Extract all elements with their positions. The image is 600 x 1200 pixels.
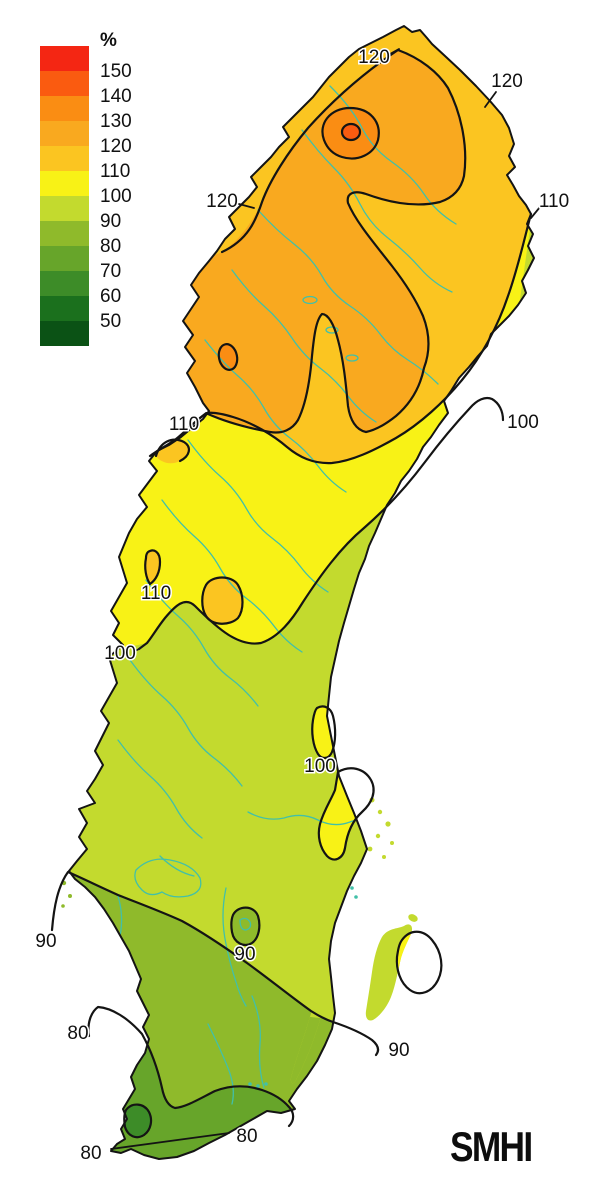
legend-value: 80	[100, 236, 122, 257]
legend-value: 70	[100, 261, 122, 282]
river	[207, 1023, 234, 1105]
legend-value: 140	[100, 86, 132, 107]
legend-swatch	[40, 121, 89, 146]
coastal-dots	[248, 886, 358, 1088]
contour-120-east	[206, 48, 467, 434]
legend-swatch	[40, 271, 89, 296]
spot-110-round	[202, 577, 243, 624]
lake-north	[325, 326, 339, 334]
legend-value: 110	[100, 161, 131, 182]
river	[117, 739, 203, 839]
tick	[530, 206, 541, 219]
contour-label-110: 110	[539, 191, 569, 212]
river	[231, 269, 377, 423]
contour-label-80: 80	[80, 1143, 101, 1164]
contour-label-100: 100	[104, 643, 136, 664]
contour-label-100: 100	[304, 756, 336, 777]
lake-north	[302, 295, 318, 305]
contour-label-110: 110	[141, 583, 171, 604]
contour-lines	[50, 48, 541, 1150]
contour-100-gotland	[395, 930, 443, 995]
contour-130-spot	[217, 343, 239, 371]
legend-swatch	[40, 246, 89, 271]
map-labels: 120 120 110 120 110 110 100 100 100 90 90 90 80 80 80	[34, 46, 571, 1166]
legend-swatch	[40, 71, 89, 96]
leader-80	[110, 1132, 230, 1150]
contour-90	[50, 870, 380, 1057]
contour-label-80: 80	[236, 1126, 257, 1147]
label-ticks	[110, 48, 541, 1150]
contour-label-120: 120	[358, 47, 390, 68]
river	[161, 499, 303, 653]
contour-label-120: 120	[206, 191, 238, 212]
legend-swatch	[40, 221, 89, 246]
legend-swatch	[40, 196, 89, 221]
tick	[389, 48, 400, 55]
river	[204, 339, 347, 493]
river	[251, 995, 265, 1089]
contour-label-90: 90	[35, 931, 56, 952]
band-120-130	[161, 50, 466, 433]
river	[145, 579, 259, 707]
lake-vattern	[222, 887, 247, 1007]
river	[301, 129, 453, 293]
contour-label-110: 110	[169, 414, 199, 435]
lake-vanern	[134, 858, 202, 898]
legend-value: 130	[100, 111, 132, 132]
legend-value: 120	[100, 136, 132, 157]
contour-100-spot-a	[311, 705, 337, 759]
island-faro	[408, 914, 418, 922]
river	[129, 659, 243, 787]
contour-label-90: 90	[234, 944, 255, 965]
contour-label-80: 80	[67, 1023, 88, 1044]
lake-small	[239, 917, 252, 931]
legend-swatch	[40, 96, 89, 121]
tick	[238, 203, 255, 209]
legend-swatch	[40, 146, 89, 171]
legend-unit: %	[100, 30, 117, 51]
legend-value: 90	[100, 211, 122, 232]
contour-110-wedge	[144, 549, 162, 586]
tick	[195, 412, 207, 422]
contour-label-100: 100	[507, 412, 539, 433]
spot-130-border	[218, 344, 238, 370]
smhi-logo: SMHI	[450, 1123, 533, 1170]
legend-value: 150	[100, 61, 132, 82]
legend: % 150 140 130 120 110 100 90 80 70 60 50	[40, 30, 170, 360]
tick	[484, 91, 497, 108]
contour-label-120: 120	[491, 71, 523, 92]
legend-swatch	[40, 46, 89, 71]
lake-north	[345, 354, 359, 362]
tick	[132, 648, 140, 653]
contour-90-spot	[230, 906, 261, 947]
legend-value: 100	[100, 186, 132, 207]
contour-100-spot-b	[317, 767, 375, 861]
river	[257, 209, 439, 385]
river	[117, 895, 123, 937]
contour-130-ring	[321, 106, 380, 160]
spot-60-sw	[124, 1104, 152, 1138]
contour-70-spot	[123, 1103, 153, 1139]
river	[187, 439, 329, 593]
contour-120-west	[220, 48, 400, 254]
spot-140-core	[342, 124, 360, 140]
legend-value: 50	[100, 311, 122, 332]
contour-110-cap	[154, 438, 190, 463]
legend-swatch	[40, 296, 89, 321]
legend-swatch	[40, 171, 89, 196]
contour-140-core	[340, 122, 362, 142]
contour-110-round	[201, 576, 244, 625]
contour-label-90: 90	[388, 1040, 409, 1061]
contour-80	[87, 1005, 295, 1128]
legend-swatch	[40, 321, 89, 346]
contour-100	[137, 396, 505, 651]
legend-value: 60	[100, 286, 122, 307]
spot-80-lake	[231, 907, 260, 945]
